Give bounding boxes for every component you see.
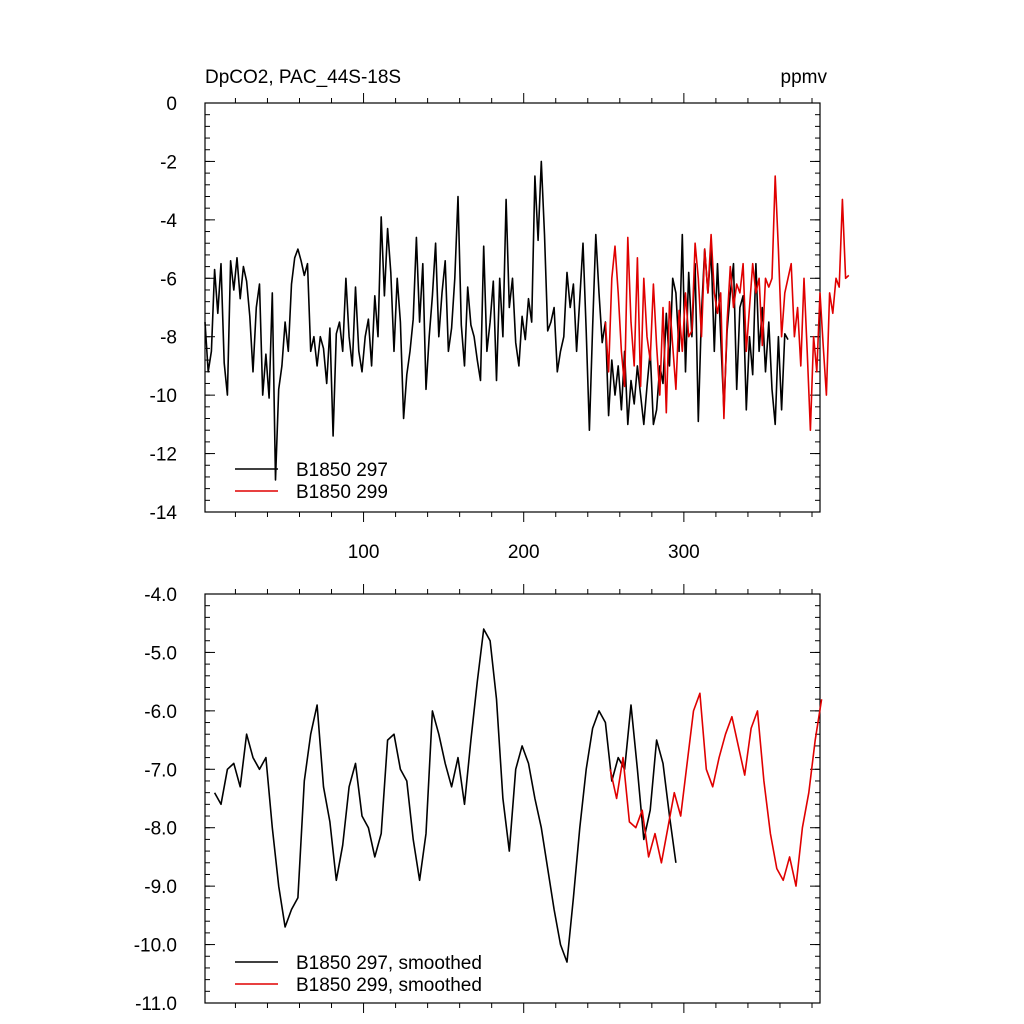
y-tick-label: -4	[160, 211, 177, 232]
y-tick-label: -5.0	[144, 643, 177, 664]
y-tick-label: -14	[150, 503, 178, 524]
plot-frame	[204, 593, 821, 1004]
bottom-panel: -4.0 -5.0 -6.0 -7.0 -8.0 -9.0 -10.0 -11.0 B1850 …	[134, 584, 823, 1015]
y-tick-label: -8	[160, 328, 177, 349]
legend-label-2: B1850 299	[296, 482, 388, 503]
x-tick-label: 300	[668, 542, 700, 563]
chart-title: DpCO2, PAC_44S-18S	[205, 67, 401, 88]
y-tick-label: -8.0	[144, 819, 177, 840]
legend-label-2: B1850 299, smoothed	[296, 975, 482, 996]
y-tick-label: 0	[166, 94, 177, 115]
y-tick-label: -10	[150, 386, 177, 407]
legend-label-1: B1850 297, smoothed	[296, 953, 482, 974]
y-tick-label: -12	[150, 445, 177, 466]
series-line-1	[213, 628, 677, 963]
y-tick-label: -2	[160, 152, 177, 173]
y-tick-label: -11.0	[135, 994, 177, 1015]
series-line-2	[604, 175, 850, 432]
x-tick-label: 100	[348, 542, 380, 563]
y-tick-label: -10.0	[134, 936, 177, 957]
y-tick-label: -6.0	[144, 702, 177, 723]
y-tick-label: -6	[160, 269, 177, 290]
x-tick-label: 200	[508, 542, 540, 563]
y-tick-label: -9.0	[144, 877, 177, 898]
series-line-1	[204, 160, 789, 481]
top-panel: 100 200 300 0 -2 -4 -6 -8 -10 -12 -14 B1850 297B185…	[150, 93, 850, 563]
series-line-2	[609, 692, 823, 887]
legend-label-1: B1850 297	[296, 460, 388, 481]
units-label: ppmv	[781, 67, 828, 88]
y-tick-label: -7.0	[144, 760, 177, 781]
y-tick-label: -4.0	[144, 585, 177, 606]
